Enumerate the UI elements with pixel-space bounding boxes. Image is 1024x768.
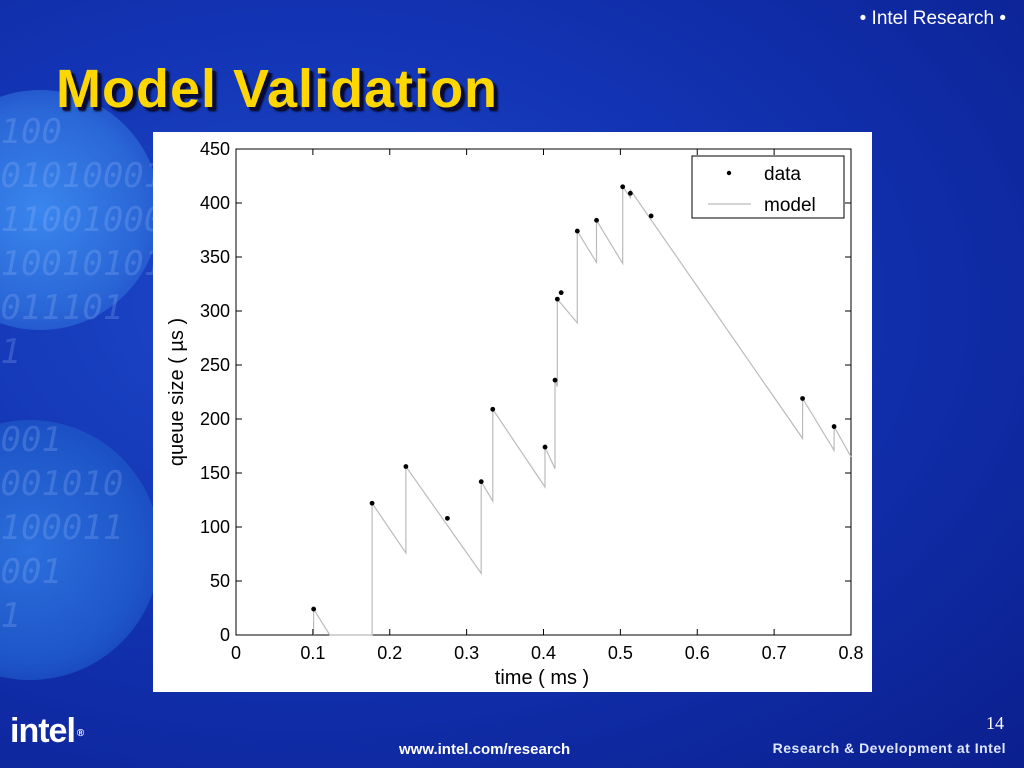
x-tick-label: 0.4	[531, 643, 556, 663]
slide-title: Model Validation	[56, 59, 499, 119]
x-tick-label: 0.7	[762, 643, 787, 663]
plot-frame	[235, 148, 852, 636]
x-tick-label: 0.5	[608, 643, 633, 663]
x-tick-label: 0.8	[838, 643, 863, 663]
y-tick-label: 0	[220, 625, 230, 645]
data-point	[594, 217, 599, 223]
x-tick-label: 0.3	[454, 643, 479, 663]
x-tick-label: 0.2	[377, 643, 402, 663]
data-point	[574, 228, 580, 234]
y-tick-label: 250	[200, 355, 230, 375]
y-tick-label: 150	[200, 463, 230, 483]
data-point	[490, 406, 496, 412]
legend-model-label: model	[764, 195, 816, 216]
data-point	[542, 444, 548, 450]
decorative-circle	[0, 90, 160, 330]
y-tick-label: 400	[200, 193, 230, 213]
model-series	[313, 184, 852, 636]
data-point	[478, 479, 484, 485]
data-point	[620, 184, 626, 190]
y-tick-label: 50	[210, 571, 230, 591]
y-axis-label: queue size ( µs )	[166, 318, 188, 466]
x-tick-label: 0.1	[300, 643, 325, 663]
data-series	[311, 184, 837, 612]
plot-area	[235, 148, 852, 636]
y-tick-label: 300	[200, 301, 230, 321]
y-tick-label: 350	[200, 247, 230, 267]
data-point	[627, 190, 633, 196]
axes: 0 0.1 0.2 0.3 0.4 0.5 0.6 0.7 0.8 0 50 100 150 200 250…	[200, 139, 864, 663]
decorative-circle	[0, 420, 160, 680]
intel-research-label: • Intel Research •	[859, 8, 1006, 29]
data-point	[558, 290, 564, 296]
footer-tagline: Research & Development at Intel	[772, 740, 1006, 756]
page-number: 14	[986, 713, 1004, 733]
chart-panel: 0 0.1 0.2 0.3 0.4 0.5 0.6 0.7 0.8 0 50 100 150 200 250…	[153, 132, 872, 692]
y-tick-label: 200	[200, 409, 230, 429]
intel-logo: intel ®	[10, 712, 84, 751]
intel-logo-text: intel	[10, 712, 76, 750]
legend: data model	[691, 155, 845, 219]
queue-size-chart: 0 0.1 0.2 0.3 0.4 0.5 0.6 0.7 0.8 0 50 100 150 200 250…	[166, 139, 864, 689]
y-tick-label: 450	[200, 139, 230, 159]
data-point	[369, 500, 375, 506]
x-axis-label: time ( ms )	[495, 667, 589, 689]
x-tick-label: 0	[231, 643, 241, 663]
data-point	[800, 396, 805, 401]
legend-data-marker	[726, 170, 732, 176]
model-line	[313, 184, 852, 636]
data-point	[445, 515, 450, 521]
footer-url-link[interactable]: www.intel.com/research	[399, 741, 571, 758]
data-point	[831, 424, 837, 429]
legend-data-label: data	[764, 164, 801, 185]
data-point	[554, 296, 560, 302]
registered-mark: ®	[76, 727, 84, 739]
x-tick-label: 0.6	[685, 643, 710, 663]
data-point	[311, 606, 317, 612]
y-tick-label: 100	[200, 517, 230, 537]
data-point	[648, 213, 654, 219]
legend-box	[691, 155, 845, 219]
data-point	[552, 377, 558, 383]
data-point	[403, 464, 409, 469]
